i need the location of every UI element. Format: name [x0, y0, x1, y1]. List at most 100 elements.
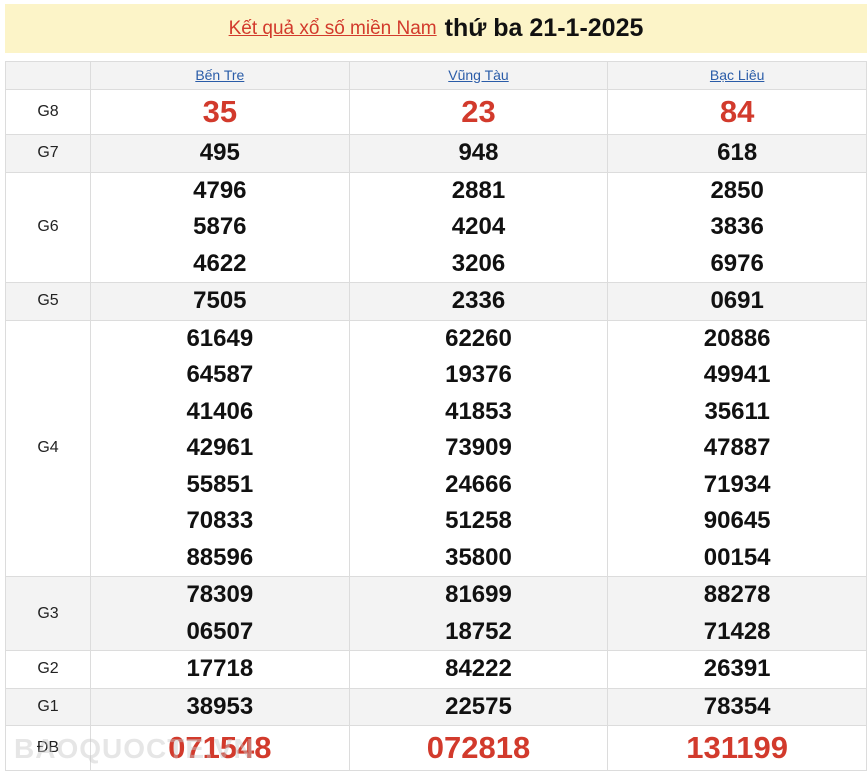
winning-number: 7505 — [193, 287, 247, 314]
prize-cell: 2336 — [348, 282, 609, 321]
province-header: Bạc Liêu — [607, 61, 867, 90]
winning-number: 2336 — [451, 287, 506, 314]
prize-label: G1 — [5, 687, 91, 726]
prize-cell: 78354 — [607, 687, 867, 726]
winning-number: 41853 — [445, 397, 512, 425]
prize-cell: 495 — [90, 134, 350, 173]
winning-number: 42961 — [186, 434, 254, 461]
winning-number: 88596 — [186, 543, 254, 571]
winning-number: 24666 — [445, 470, 512, 498]
prize-label: G8 — [5, 89, 91, 135]
winning-number: 47887 — [703, 434, 771, 461]
prize-row-đb: ĐB 071548 072818 131199 — [5, 725, 867, 771]
winning-number: 20886 — [703, 324, 771, 352]
province-link-bac-lieu[interactable]: Bạc Liêu — [709, 66, 765, 83]
winning-number: 071548 — [168, 730, 272, 765]
winning-number: 4796 — [193, 176, 247, 204]
winning-number: 2881 — [451, 176, 506, 204]
winning-number: 78354 — [703, 692, 771, 720]
prize-label: G2 — [5, 650, 91, 689]
winning-number: 618 — [717, 139, 758, 166]
province-link-ben-tre[interactable]: Bến Tre — [195, 66, 245, 83]
winning-number: 6976 — [710, 249, 764, 277]
winning-number: 73909 — [445, 434, 512, 461]
prize-cell: 131199 — [607, 725, 867, 771]
winning-number: 81699 — [445, 581, 512, 608]
prize-cell: 618 — [607, 134, 867, 173]
winning-number: 495 — [199, 139, 240, 166]
prize-row-g7: G7 495 948 618 — [5, 134, 867, 173]
winning-number: 35611 — [704, 397, 770, 425]
prize-row-g2: G2 17718 84222 26391 — [5, 650, 867, 689]
prize-label: G6 — [5, 171, 91, 283]
winning-number: 84 — [719, 94, 755, 129]
prize-cell: 84222 — [348, 650, 609, 689]
winning-number: 41406 — [186, 397, 254, 425]
prize-cell: 84 — [607, 89, 867, 135]
winning-number: 06507 — [186, 617, 254, 645]
winning-number: 61649 — [186, 324, 254, 352]
prize-label: G7 — [5, 134, 91, 173]
winning-number: 62260 — [445, 324, 512, 352]
province-link-vung-tau[interactable]: Vũng Tàu — [448, 66, 509, 83]
winning-number: 00154 — [703, 543, 771, 571]
prize-column-header — [5, 61, 91, 90]
prize-row-g4: G4 61649 64587 41406 42961 55851 70833 88596 622… — [5, 319, 867, 577]
prize-cell: 22575 — [348, 687, 609, 726]
winning-number: 948 — [458, 139, 499, 166]
winning-number: 19376 — [445, 361, 512, 388]
prize-row-g6: G6 4796 5876 4622 2881 4204 3206 2850 3836 6976 — [5, 171, 867, 283]
winning-number: 71428 — [703, 617, 771, 645]
winning-number: 35 — [202, 94, 238, 129]
prize-cell: 88278 71428 — [607, 576, 867, 651]
winning-number: 3206 — [451, 249, 506, 277]
winning-number: 38953 — [186, 692, 254, 720]
prize-row-g5: G5 7505 2336 0691 — [5, 282, 867, 321]
winning-number: 70833 — [186, 507, 254, 534]
winning-number: 2850 — [710, 176, 764, 204]
winning-number: 4204 — [451, 213, 506, 240]
prize-cell: 17718 — [90, 650, 350, 689]
winning-number: 84222 — [445, 655, 512, 682]
winning-number: 90645 — [703, 507, 771, 534]
prize-cell: 78309 06507 — [90, 576, 350, 651]
prize-cell: 2850 3836 6976 — [607, 171, 867, 283]
prize-cell: 4796 5876 4622 — [90, 171, 350, 283]
province-header: Vũng Tàu — [348, 61, 609, 90]
prize-cell: 072818 — [348, 725, 609, 771]
winning-number: 17718 — [186, 655, 254, 682]
prize-cell: 35 — [90, 89, 350, 135]
prize-cell: 62260 19376 41853 73909 24666 51258 35800 — [348, 319, 609, 577]
winning-number: 3836 — [710, 213, 764, 240]
prize-cell: 071548 — [90, 725, 350, 771]
prize-label: ĐB — [5, 725, 91, 771]
winning-number: 51258 — [445, 507, 512, 534]
winning-number: 78309 — [186, 581, 254, 608]
prize-cell: 20886 49941 35611 47887 71934 90645 00154 — [607, 319, 867, 577]
results-table: Bến Tre Vũng Tàu Bạc Liêu G8 35 23 84 G7 495 9… — [5, 61, 867, 771]
winning-number: 35800 — [445, 543, 512, 571]
winning-number: 072818 — [426, 730, 531, 765]
winning-number: 131199 — [686, 730, 789, 765]
prize-cell: 0691 — [607, 282, 867, 321]
prize-cell: 38953 — [90, 687, 350, 726]
prize-cell: 948 — [348, 134, 609, 173]
prize-row-g1: G1 38953 22575 78354 — [5, 687, 867, 726]
winning-number: 18752 — [445, 617, 512, 645]
southern-lottery-link[interactable]: Kết quả xổ số miền Nam — [228, 17, 437, 39]
prize-cell: 26391 — [607, 650, 867, 689]
winning-number: 23 — [461, 94, 496, 129]
prize-cell: 61649 64587 41406 42961 55851 70833 88596 — [90, 319, 350, 577]
results-title-banner: Kết quả xổ số miền Nam thứ ba 21-1-2025 — [5, 4, 867, 53]
prize-cell: 7505 — [90, 282, 350, 321]
prize-cell: 81699 18752 — [348, 576, 609, 651]
winning-number: 5876 — [193, 213, 247, 240]
prize-cell: 23 — [348, 89, 609, 135]
winning-number: 64587 — [186, 361, 254, 388]
winning-number: 0691 — [710, 287, 764, 314]
winning-number: 88278 — [703, 581, 771, 608]
winning-number: 4622 — [193, 249, 247, 277]
winning-number: 55851 — [186, 470, 254, 498]
winning-number: 22575 — [445, 692, 512, 720]
winning-number: 71934 — [703, 470, 771, 498]
